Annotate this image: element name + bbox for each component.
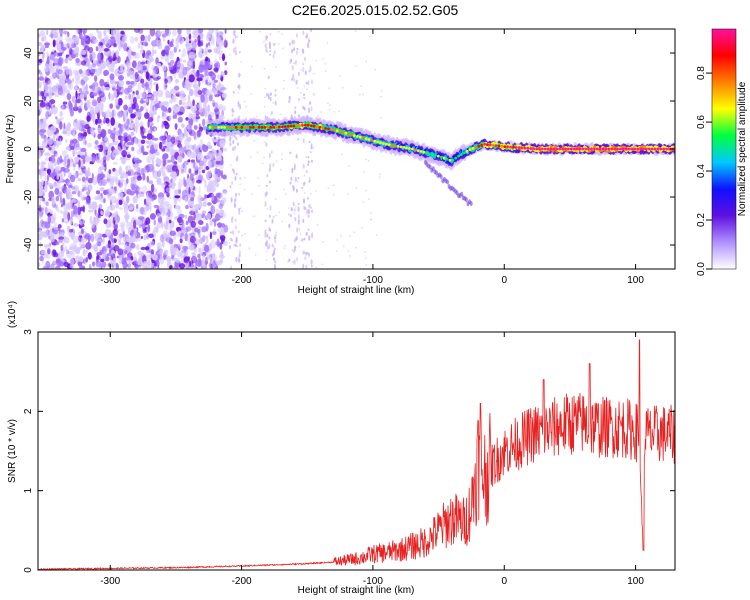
colorbar-label: Normalized spectral amplitude bbox=[737, 81, 748, 216]
colorbar-tick-label: 0.6 bbox=[696, 115, 707, 129]
snr-x-tick-label: -300 bbox=[100, 576, 120, 587]
snr-y-tick-label: 3 bbox=[23, 329, 34, 335]
spectrogram-y-tick-label: -20 bbox=[23, 189, 34, 204]
snr-x-axis-label: Height of straight line (km) bbox=[298, 585, 415, 596]
snr-plot-area bbox=[38, 339, 675, 570]
spectrogram-x-tick-label: 100 bbox=[627, 275, 644, 286]
snr-series-line bbox=[38, 339, 675, 570]
spectrogram-x-axis-label: Height of straight line (km) bbox=[298, 285, 415, 296]
snr-frame bbox=[37, 331, 676, 571]
snr-y-tick-label: 0 bbox=[23, 567, 34, 573]
colorbar: 0.0 0.2 0.4 0.6 0.8 Normalized spectral ampl… bbox=[696, 28, 748, 276]
snr-panel: -300 -200 -100 0 100 0 1 2 3 Height of straight … bbox=[7, 301, 676, 596]
snr-y-axis-label: SNR (10 * v/v) bbox=[7, 419, 18, 483]
snr-scale-note: (x10⁴) bbox=[7, 301, 18, 328]
spectrogram-y-tick-label: 0 bbox=[23, 146, 34, 152]
spectrogram-x-tick-label: 0 bbox=[501, 275, 507, 286]
colorbar-tick-label: 0.8 bbox=[696, 66, 707, 80]
spectrogram-plot-area bbox=[38, 29, 675, 269]
spectrogram-y-tick-label: 20 bbox=[23, 95, 34, 107]
spectrogram-y-axis-label: Frequency (Hz) bbox=[5, 115, 16, 184]
colorbar-ticks: 0.0 0.2 0.4 0.6 0.8 bbox=[696, 66, 712, 276]
spectrogram-signal bbox=[206, 115, 675, 207]
figure-title: C2E6.2025.015.02.52.G05 bbox=[292, 2, 459, 18]
spectrogram-y-tick-label: 40 bbox=[23, 47, 34, 59]
colorbar-tick-label: 0.0 bbox=[696, 262, 707, 276]
spectrogram-y-tick-label: -40 bbox=[23, 237, 34, 252]
snr-x-tick-label: 0 bbox=[501, 576, 507, 587]
colorbar-gradient bbox=[711, 28, 737, 270]
snr-x-tick-label: -100 bbox=[363, 576, 383, 587]
snr-axes: -300 -200 -100 0 100 0 1 2 3 bbox=[23, 329, 675, 587]
spectrogram-x-tick-label: -300 bbox=[100, 275, 120, 286]
snr-y-tick-label: 1 bbox=[23, 487, 34, 493]
snr-x-tick-label: -200 bbox=[232, 576, 252, 587]
colorbar-tick-label: 0.2 bbox=[696, 213, 707, 227]
spectrogram-x-tick-label: -100 bbox=[363, 275, 383, 286]
snr-y-tick-label: 2 bbox=[23, 408, 34, 414]
spectrogram-x-tick-label: -200 bbox=[232, 275, 252, 286]
spectrogram-noise bbox=[38, 29, 383, 269]
colorbar-tick-label: 0.4 bbox=[696, 164, 707, 178]
snr-x-tick-label: 100 bbox=[627, 576, 644, 587]
